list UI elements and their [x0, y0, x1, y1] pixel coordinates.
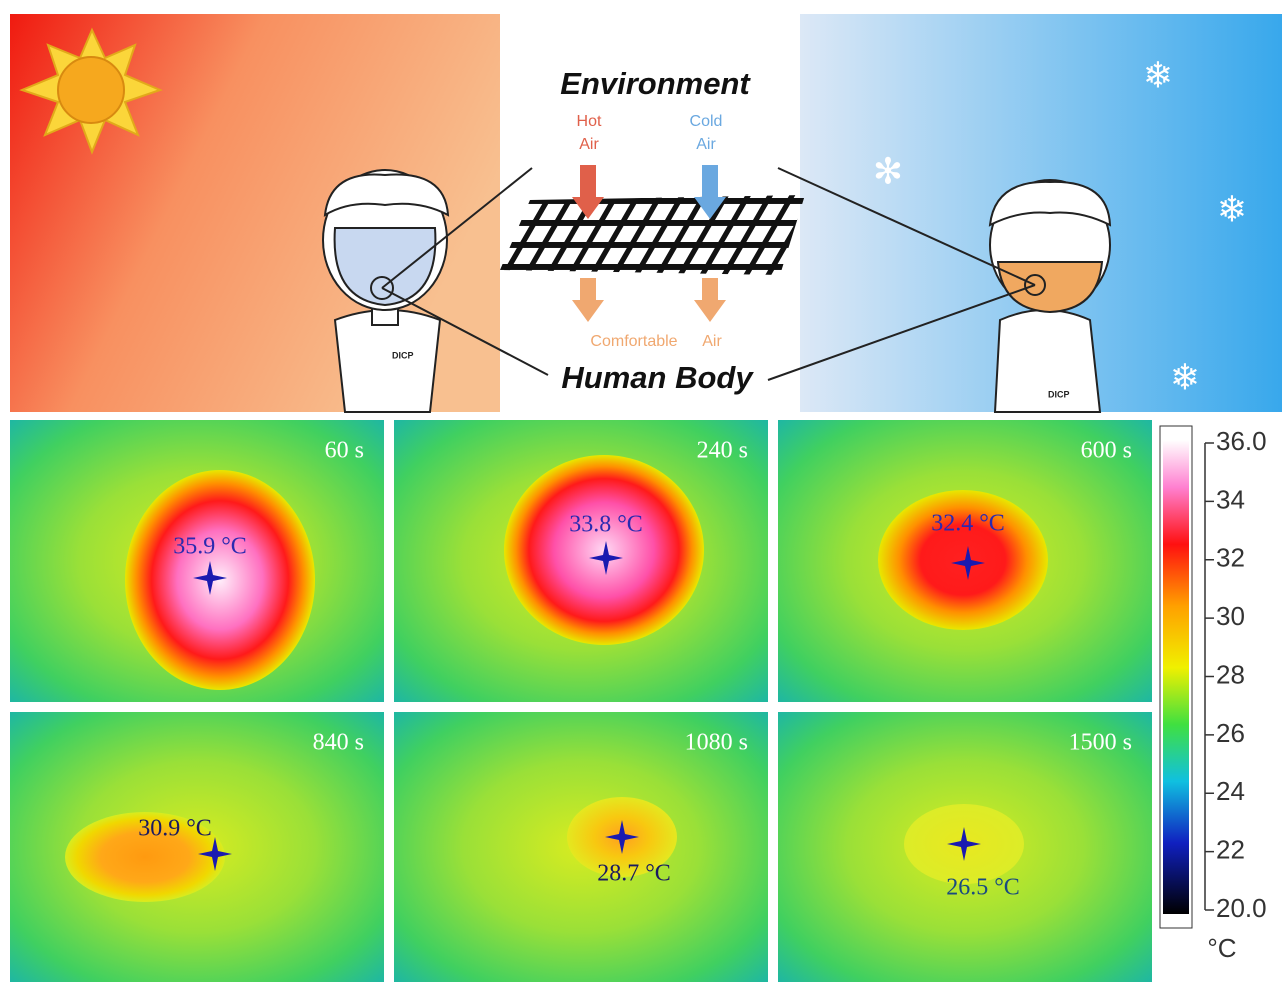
svg-text:❄: ❄ [1217, 189, 1247, 230]
connector-lines [381, 167, 1036, 381]
time-label: 240 s [697, 438, 748, 464]
human-body-label: Human Body [561, 360, 754, 395]
svg-text:✻: ✻ [873, 151, 903, 192]
thermal-panel: 32.4 °C 600 s [778, 420, 1152, 702]
snowflakes: ❄ ✻ ❄ ❄ [873, 55, 1247, 398]
shirt-text: DICP [392, 350, 414, 360]
crosshair [947, 827, 981, 861]
hot-air-label: Air [579, 136, 599, 153]
crosshair [589, 541, 623, 575]
boy-right: DICP [988, 179, 1112, 413]
time-label: 840 s [313, 730, 364, 756]
time-label: 1500 s [1069, 730, 1132, 756]
temperature-label: 30.9 °C [138, 816, 212, 842]
thermal-panel: 30.9 °C 840 s [10, 712, 384, 982]
crosshair [193, 561, 227, 595]
hot-air-label: Hot [577, 113, 602, 130]
temperature-label: 35.9 °C [173, 534, 247, 560]
boy-left: DICP [322, 169, 450, 413]
svg-text:❄: ❄ [1170, 357, 1200, 398]
thermal-panel: 35.9 °C 60 s [10, 420, 384, 702]
environment-label: Environment [560, 66, 751, 101]
hot-spot [125, 470, 315, 690]
thermal-panel: 26.5 °C 1500 s [778, 712, 1152, 982]
crosshair [198, 837, 232, 871]
temperature-label: 26.5 °C [946, 875, 1020, 901]
svg-text:❄: ❄ [1143, 55, 1173, 96]
time-label: 1080 s [685, 730, 748, 756]
colorbar [1163, 440, 1189, 914]
hot-spot [65, 812, 225, 902]
cold-air-label: Cold [690, 113, 723, 130]
cold-air-label: Air [696, 136, 716, 153]
time-label: 600 s [1081, 438, 1132, 464]
thermal-panel: 33.8 °C 240 s [394, 420, 768, 702]
colorbar-tick-label: 22 [1216, 835, 1245, 865]
crosshair [951, 546, 985, 580]
thermal-panel: 28.7 °C 1080 s [394, 712, 768, 982]
air-label: Air [702, 333, 722, 350]
shirt-text: DICP [1048, 389, 1070, 399]
colorbar-tick-label: 26 [1216, 718, 1245, 748]
arrows [572, 165, 726, 322]
temperature-label: 33.8 °C [569, 512, 643, 538]
temperature-label: 28.7 °C [597, 861, 671, 887]
crosshair [605, 820, 639, 854]
comfortable-label: Comfortable [590, 333, 677, 350]
hot-spot [504, 455, 704, 645]
temperature-label: 32.4 °C [931, 511, 1005, 537]
time-label: 60 s [325, 438, 364, 464]
colorbar-tick-label: 36.0 [1216, 426, 1267, 456]
colorbar-tick-label: 24 [1216, 776, 1245, 806]
fabric-mesh [500, 195, 805, 275]
colorbar-tick-label: 30 [1216, 601, 1245, 631]
colorbar-tick-label: 34 [1216, 484, 1245, 514]
sun [19, 27, 163, 155]
colorbar-tick-label: 32 [1216, 543, 1245, 573]
colorbar-unit: °C [1207, 933, 1236, 963]
colorbar-tick-label: 28 [1216, 659, 1245, 689]
colorbar-tick-label: 20.0 [1216, 893, 1267, 923]
hot-spot [878, 490, 1048, 630]
